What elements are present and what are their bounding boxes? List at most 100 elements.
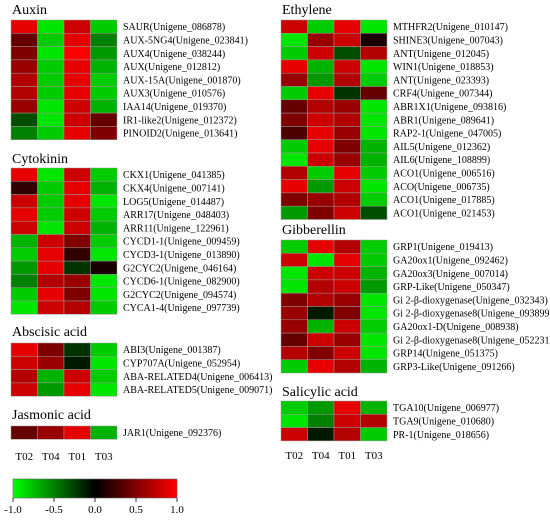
gene-label-ethylene-14: ACO1(Unigene_021453) (393, 208, 495, 219)
heatmap-cell-cytokinin-8-t02 (10, 274, 38, 288)
heatmap-cell-ethylene-6-t02 (280, 99, 308, 114)
heatmap-cell-gibberellin-0-t02 (280, 239, 308, 254)
gene-label-auxin-0: SAUR(Unigene_086878) (123, 22, 225, 33)
heatmap-cell-ethylene-12-t01 (333, 179, 361, 194)
heatmap-cell-cytokinin-9-t04 (37, 287, 65, 302)
gene-label-ethylene-2: ANT(Unigene_012045) (393, 49, 489, 60)
column-label-t02-left: T02 (15, 451, 33, 463)
heatmap-cell-salicylic-acid-0-t03 (360, 400, 388, 415)
gene-label-abscisic-acid-3: ABA-RELATED5(Unigene_009071) (123, 385, 272, 396)
heatmap-cell-ethylene-2-t01 (333, 46, 361, 61)
heatmap-cell-auxin-0-t01 (63, 19, 91, 34)
heatmap-cell-gibberellin-0-t01 (333, 239, 361, 254)
heatmap-cell-cytokinin-4-t01 (63, 220, 91, 235)
heatmap-cell-ethylene-5-t03 (360, 86, 388, 101)
column-label-t03-left: T03 (95, 451, 113, 463)
gene-label-auxin-6: IAA14(Unigene_019370) (123, 102, 226, 113)
heatmap-cell-cytokinin-0-t03 (90, 167, 118, 182)
heatmap-cell-salicylic-acid-0-t04 (307, 400, 335, 415)
heatmap-cell-gibberellin-9-t03 (360, 359, 388, 374)
gene-label-ethylene-4: ANT(Unigene_023393) (393, 75, 489, 86)
heatmap-cell-gibberellin-0-t03 (360, 239, 388, 254)
heatmap-cell-auxin-0-t03 (90, 19, 118, 34)
heatmap-cell-ethylene-5-t04 (307, 86, 335, 101)
heatmap-cell-ethylene-4-t02 (280, 72, 308, 87)
heatmap-cell-cytokinin-9-t02 (10, 287, 38, 302)
heatmap-cell-ethylene-8-t01 (333, 126, 361, 140)
heatmap-cell-gibberellin-2-t02 (280, 266, 308, 281)
heatmap-cell-gibberellin-5-t01 (333, 306, 361, 321)
heatmap-cell-ethylene-6-t01 (333, 99, 361, 114)
heatmap-cell-cytokinin-7-t01 (63, 260, 91, 275)
heatmap-cell-ethylene-7-t02 (280, 112, 308, 127)
heatmap-cell-gibberellin-5-t03 (360, 306, 388, 321)
gene-label-gibberellin-0: GRP1(Unigene_019413) (393, 242, 493, 253)
gene-label-auxin-2: AUX4(Unigene_038244) (123, 49, 225, 60)
heatmap-cell-jasmonic-acid-0-t04 (37, 425, 65, 440)
heatmap-cell-ethylene-12-t03 (360, 179, 388, 194)
heatmap-cell-gibberellin-7-t04 (307, 332, 335, 347)
heatmap-cell-ethylene-3-t03 (360, 59, 388, 74)
gene-label-cytokinin-4: ARR11(Unigene_122961) (123, 223, 229, 234)
heatmap-cell-ethylene-13-t03 (360, 192, 388, 207)
heatmap-cell-auxin-8-t02 (10, 126, 38, 140)
heatmap-cell-auxin-5-t02 (10, 86, 38, 101)
gene-label-ethylene-9: AIL5(Unigene_012362) (393, 142, 490, 153)
heatmap-cell-salicylic-acid-1-t01 (333, 414, 361, 428)
panel-title-abscisic-acid: Abscisic acid (12, 325, 87, 340)
heatmap-cell-ethylene-1-t03 (360, 33, 388, 47)
heatmap-cell-ethylene-1-t01 (333, 33, 361, 47)
heatmap-cell-ethylene-4-t04 (307, 72, 335, 87)
heatmap-cell-salicylic-acid-1-t03 (360, 414, 388, 428)
gene-label-ethylene-6: ABR1X1(Unigene_093816) (393, 102, 506, 113)
heatmap-cell-ethylene-10-t02 (280, 152, 308, 167)
heatmap-cell-cytokinin-2-t03 (90, 194, 118, 209)
heatmap-cell-cytokinin-3-t02 (10, 207, 38, 222)
color-scale-tick-label-3: 0.5 (129, 504, 143, 516)
heatmap-cell-ethylene-6-t04 (307, 99, 335, 114)
heatmap-cell-ethylene-1-t04 (307, 33, 335, 47)
heatmap-cell-ethylene-12-t02 (280, 179, 308, 194)
heatmap-cell-abscisic-acid-0-t02 (10, 342, 38, 357)
heatmap-cell-gibberellin-8-t02 (280, 346, 308, 360)
gene-label-abscisic-acid-0: ABI3(Unigene_001387) (123, 345, 221, 356)
gene-label-gibberellin-7: Gi 2-β-dioxygenase8(Unigene_052231) (393, 335, 550, 346)
heatmap-cell-gibberellin-9-t01 (333, 359, 361, 374)
heatmap-cell-gibberellin-8-t03 (360, 346, 388, 360)
gene-label-ethylene-1: SHINE3(Unigene_007043) (393, 35, 503, 46)
gene-label-cytokinin-1: CKX4(Unigene_007141) (123, 184, 225, 195)
heatmap-cell-gibberellin-4-t01 (333, 292, 361, 307)
heatmap-cell-auxin-1-t02 (10, 33, 38, 47)
heatmap-cell-salicylic-acid-1-t04 (307, 414, 335, 428)
heatmap-cell-cytokinin-10-t03 (90, 300, 118, 315)
heatmap-cell-cytokinin-1-t04 (37, 181, 65, 195)
column-label-t03-right: T03 (365, 450, 383, 462)
heatmap-cell-ethylene-11-t04 (307, 166, 335, 180)
heatmap-cell-cytokinin-3-t01 (63, 207, 91, 222)
heatmap-cell-auxin-3-t01 (63, 59, 91, 74)
heatmap-cell-ethylene-8-t04 (307, 126, 335, 140)
heatmap-cell-cytokinin-6-t04 (37, 247, 65, 262)
heatmap-cell-ethylene-12-t04 (307, 179, 335, 194)
heatmap-cell-abscisic-acid-1-t04 (37, 356, 65, 370)
heatmap-cell-cytokinin-4-t03 (90, 220, 118, 235)
heatmap-cell-cytokinin-10-t02 (10, 300, 38, 315)
heatmap-cell-auxin-6-t02 (10, 99, 38, 114)
gene-label-gibberellin-5: Gi 2-β-dioxygenase8(Unigene_093899) (393, 309, 550, 320)
gene-label-cytokinin-8: CYCD6-1(Unigene_082900) (123, 277, 240, 288)
gene-label-abscisic-acid-1: CYP707A(Unigene_052954) (123, 358, 240, 369)
heatmap-cell-ethylene-7-t04 (307, 112, 335, 127)
heatmap-cell-jasmonic-acid-0-t03 (90, 425, 118, 440)
heatmap-cell-cytokinin-1-t03 (90, 181, 118, 195)
column-label-t01-right: T01 (338, 450, 356, 462)
column-label-t01-left: T01 (68, 451, 86, 463)
heatmap-cell-cytokinin-5-t02 (10, 234, 38, 249)
heatmap-cell-auxin-4-t01 (63, 72, 91, 87)
heatmap-cell-abscisic-acid-2-t03 (90, 369, 118, 384)
heatmap-cell-auxin-1-t01 (63, 33, 91, 47)
heatmap-cell-gibberellin-9-t04 (307, 359, 335, 374)
heatmap-cell-gibberellin-6-t02 (280, 319, 308, 334)
heatmap-cell-ethylene-13-t01 (333, 192, 361, 207)
heatmap-cell-auxin-7-t02 (10, 112, 38, 127)
heatmap-cell-salicylic-acid-2-t04 (307, 427, 335, 442)
